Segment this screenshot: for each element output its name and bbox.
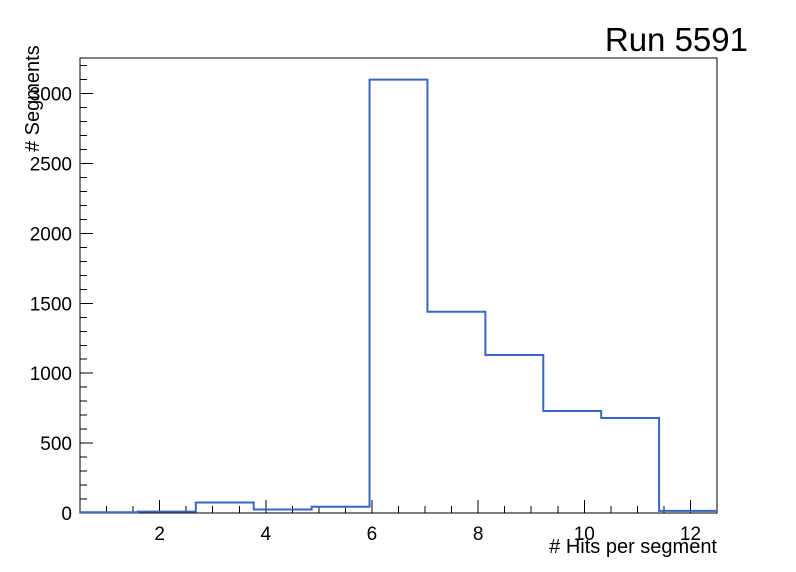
x-axis-title: # Hits per segment <box>549 536 717 558</box>
histogram-layer <box>80 78 717 514</box>
chart-title: Run 5591 <box>605 21 748 58</box>
y-tick-label: 1500 <box>30 294 72 315</box>
x-tick-label: 6 <box>367 524 378 545</box>
histogram-line <box>80 78 717 514</box>
y-tick-label: 2500 <box>30 155 72 176</box>
y-axis-title: # Segments <box>22 45 44 152</box>
x-tick-label: 12 <box>680 524 701 545</box>
x-tick-label: 8 <box>473 524 484 545</box>
plot-frame <box>79 57 718 514</box>
x-tick-label: 2 <box>154 524 165 545</box>
x-tick-label: 4 <box>261 524 272 545</box>
x-tick-label: 10 <box>574 524 595 545</box>
y-tick-label: 1000 <box>30 364 72 385</box>
y-tick-label: 2000 <box>30 224 72 245</box>
y-tick-label: 500 <box>40 434 72 455</box>
y-tick-label: 0 <box>61 504 72 525</box>
y-tick-label: 3000 <box>30 85 72 106</box>
axis-ticks-layer: 0 500 1000 1500 2000 2500 3000 2 4 6 8 10 12 <box>30 65 701 545</box>
plot-frame-layer <box>79 57 718 514</box>
